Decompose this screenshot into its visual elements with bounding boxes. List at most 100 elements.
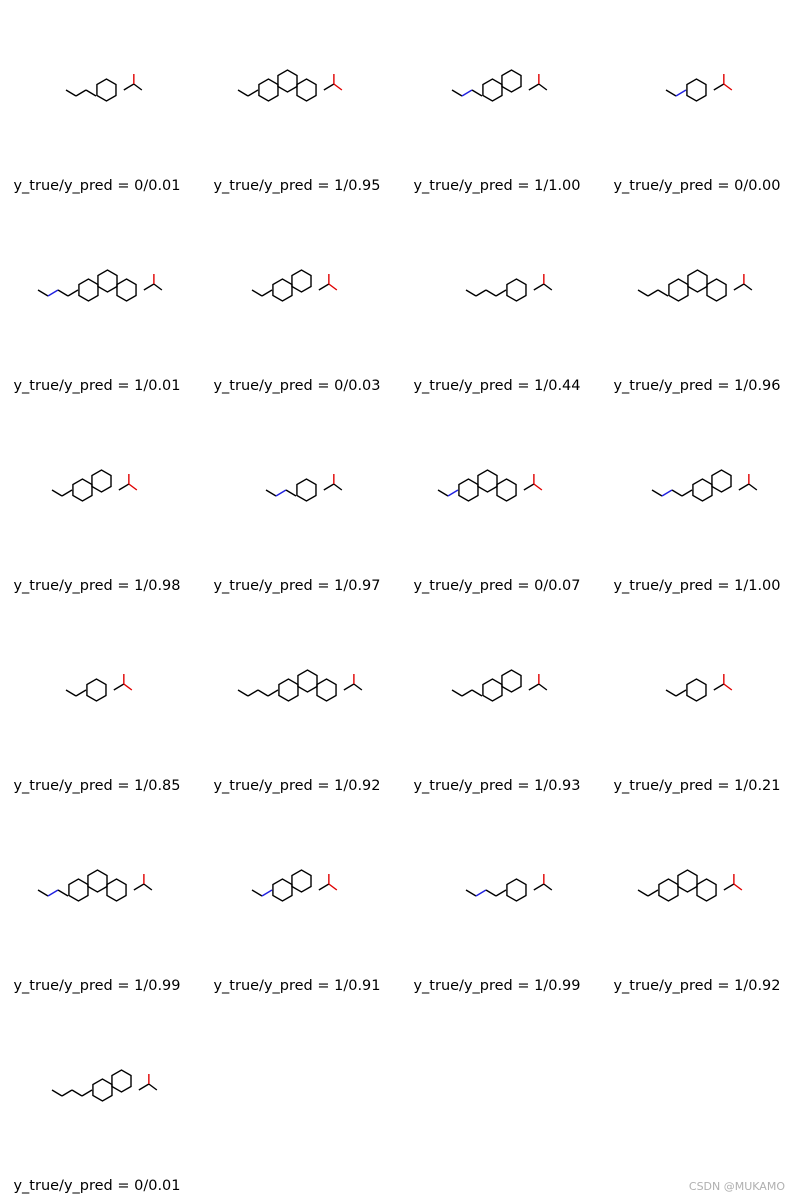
ring <box>296 478 317 502</box>
molecule-cell: y_true/y_pred = 1/0.98 <box>13 469 181 594</box>
caption: y_true/y_pred = 1/0.99 <box>13 978 180 994</box>
bond <box>651 489 663 497</box>
bond <box>675 89 687 97</box>
bond <box>713 683 725 691</box>
bond <box>543 283 553 291</box>
bond <box>528 683 540 691</box>
bond <box>257 689 269 697</box>
caption: y_true/y_pred = 1/0.99 <box>413 978 580 994</box>
bond <box>748 483 758 491</box>
bond <box>461 89 473 97</box>
molecule-cell: y_true/y_pred = 1/0.92 <box>213 669 381 794</box>
bond <box>738 483 750 491</box>
bond <box>143 283 155 291</box>
bond <box>637 889 649 897</box>
molecule-cell: y_true/y_pred = 1/0.95 <box>213 69 381 194</box>
bond <box>665 689 677 697</box>
bond <box>81 1089 93 1097</box>
bond <box>323 83 335 91</box>
molecule-cell: y_true/y_pred = 0/0.00 <box>613 74 781 194</box>
ring <box>706 278 727 302</box>
bond <box>533 483 543 491</box>
bond <box>128 483 138 491</box>
bond <box>523 483 535 491</box>
ring <box>316 678 337 702</box>
bond <box>538 83 548 91</box>
bond <box>247 89 259 97</box>
bond <box>495 289 507 297</box>
caption: y_true/y_pred = 1/0.44 <box>413 378 580 394</box>
bond <box>75 89 87 97</box>
bond <box>267 689 279 697</box>
caption: y_true/y_pred = 1/0.98 <box>13 578 180 594</box>
caption: y_true/y_pred = 1/0.93 <box>413 778 580 794</box>
bond <box>465 889 477 897</box>
bond <box>138 1083 150 1091</box>
watermark: CSDN @MUKAMO <box>689 1180 785 1193</box>
bond <box>733 283 745 291</box>
bond <box>247 689 259 697</box>
bond <box>123 683 133 691</box>
ring <box>106 878 127 902</box>
bond <box>237 89 249 97</box>
molecule-cell: y_true/y_pred = 1/0.44 <box>413 274 581 394</box>
ring <box>686 678 707 702</box>
bond <box>323 483 335 491</box>
bond <box>465 289 477 297</box>
bond <box>647 889 659 897</box>
bond <box>637 289 649 297</box>
ring <box>111 1069 132 1093</box>
ring <box>696 878 717 902</box>
caption: y_true/y_pred = 0/0.00 <box>613 178 780 194</box>
bond <box>475 289 487 297</box>
caption: y_true/y_pred = 1/0.21 <box>613 778 780 794</box>
ring <box>296 78 317 102</box>
bond <box>118 483 130 491</box>
caption: y_true/y_pred = 0/0.03 <box>213 378 380 394</box>
bond <box>723 683 733 691</box>
bond <box>47 889 59 897</box>
bond <box>485 289 497 297</box>
bond <box>471 89 483 97</box>
bond <box>353 683 363 691</box>
bond <box>675 689 687 697</box>
caption: y_true/y_pred = 0/0.07 <box>413 578 580 594</box>
ring <box>711 469 732 493</box>
ring <box>97 269 118 293</box>
ring <box>91 469 112 493</box>
caption: y_true/y_pred = 1/1.00 <box>413 178 580 194</box>
bond <box>533 883 545 891</box>
bond <box>133 83 143 91</box>
bond <box>665 89 677 97</box>
bond <box>451 689 463 697</box>
bond <box>743 283 753 291</box>
bond <box>733 883 743 891</box>
bond <box>328 283 338 291</box>
ring <box>86 678 107 702</box>
caption: y_true/y_pred = 0/0.01 <box>13 178 180 194</box>
bond <box>285 489 297 497</box>
bond <box>85 89 97 97</box>
bond <box>471 689 483 697</box>
bond <box>495 889 507 897</box>
bond <box>261 889 273 897</box>
bond <box>265 489 277 497</box>
bond <box>647 289 659 297</box>
ring <box>496 478 517 502</box>
bond <box>657 289 669 297</box>
bond <box>437 489 449 497</box>
bond <box>333 483 343 491</box>
caption: y_true/y_pred = 1/0.97 <box>213 578 380 594</box>
bond <box>475 889 487 897</box>
ring <box>477 469 498 493</box>
bond <box>153 283 163 291</box>
bond <box>251 289 263 297</box>
bond <box>447 489 459 497</box>
ring <box>87 869 108 893</box>
molecule-cell: y_true/y_pred = 0/0.07 <box>413 469 581 594</box>
bond <box>533 283 545 291</box>
bond <box>543 883 553 891</box>
ring <box>297 669 318 693</box>
